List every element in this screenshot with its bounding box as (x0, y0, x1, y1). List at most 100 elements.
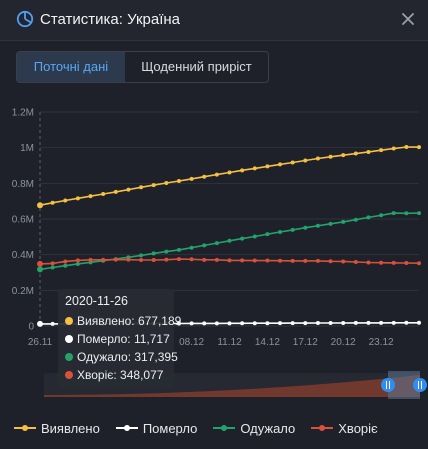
legend-label-active: Хворіє (338, 420, 378, 436)
series-point-0 (303, 158, 308, 163)
y-tick-label: 0.2M (12, 286, 34, 297)
series-point-1 (278, 321, 283, 326)
series-point-2 (303, 225, 308, 230)
legend-item-active[interactable]: Хворіє (311, 418, 378, 438)
legend-item-deaths[interactable]: Померло (115, 418, 197, 438)
series-point-0 (227, 170, 232, 175)
series-point-3 (240, 258, 245, 263)
chart-pie-icon (16, 10, 34, 28)
series-point-3 (404, 261, 409, 266)
series-point-3 (252, 258, 257, 263)
tooltip-dot-detected (65, 317, 73, 325)
zoom-handle-right[interactable] (413, 378, 427, 392)
series-point-0 (328, 154, 333, 159)
series-point-1 (391, 320, 396, 325)
series-point-2 (366, 215, 371, 220)
series-point-2 (63, 263, 68, 268)
series-point-2 (417, 211, 421, 216)
x-tick-label: 14.12 (255, 337, 280, 348)
series-point-0 (214, 172, 219, 177)
series-point-1 (214, 321, 219, 326)
x-tick-label: 23.12 (369, 337, 394, 348)
series-point-0 (315, 156, 320, 161)
tooltip-date: 2020-11-26 (65, 294, 129, 308)
series-point-3 (113, 257, 118, 262)
x-tick-label: 26.11 (28, 337, 53, 348)
series-point-0 (151, 183, 156, 188)
tab-current-data[interactable]: Поточні дані (17, 52, 125, 82)
series-point-1 (227, 321, 232, 326)
legend-item-recovered[interactable]: Одужало (213, 418, 295, 438)
series-point-2 (404, 211, 409, 216)
line-chart[interactable]: 0 0.2M 0.4M 0.6M 0.8M 1M 1.2M 26.11 08.12 11.12 14… (0, 95, 428, 410)
series-point-0 (75, 196, 80, 201)
series-point-3 (176, 257, 181, 262)
series-point-3 (278, 258, 283, 263)
tab-daily-growth[interactable]: Щоденний приріст (141, 59, 252, 74)
series-point-0 (101, 192, 106, 197)
series-point-1 (265, 321, 270, 326)
series-point-1 (189, 321, 194, 326)
legend-label-recovered: Одужало (240, 420, 296, 436)
series-point-3 (126, 257, 131, 262)
series-point-3 (227, 258, 232, 263)
series-point-1 (290, 321, 295, 326)
series-point-3 (341, 259, 346, 264)
x-tick-label: 20.12 (331, 337, 356, 348)
series-point-2 (50, 265, 55, 270)
series-point-3 (328, 259, 333, 264)
series-point-1 (379, 320, 384, 325)
series-point-3 (75, 258, 80, 263)
series-point-0 (252, 166, 257, 171)
tooltip-row-recovered: Одужало: 317,395 (65, 348, 178, 366)
chart-legend: Виявлено Померло Одужало Хворіє (14, 418, 394, 438)
series-point-2 (176, 247, 181, 252)
x-tick-label: 17.12 (293, 337, 318, 348)
series-point-0 (417, 145, 421, 150)
y-tick-label: 0.6M (12, 215, 34, 226)
series-point-3 (50, 261, 55, 266)
series-point-3 (366, 260, 371, 265)
series-point-0 (404, 144, 409, 149)
series-point-1 (240, 321, 245, 326)
series-point-0 (189, 176, 194, 181)
series-point-0 (176, 179, 181, 184)
series-point-0 (353, 151, 358, 156)
series-point-0 (50, 200, 55, 205)
series-point-2 (189, 245, 194, 250)
series-point-3 (315, 258, 320, 263)
series-point-3 (417, 261, 421, 266)
series-point-2 (353, 217, 358, 222)
series-point-1 (176, 321, 181, 326)
series-point-0 (290, 160, 295, 165)
series-point-2 (75, 261, 80, 266)
series-point-3 (63, 259, 68, 264)
legend-item-detected[interactable]: Виявлено (14, 418, 100, 438)
series-point-0 (88, 194, 93, 199)
series-point-2 (214, 241, 219, 246)
series-point-2 (240, 236, 245, 241)
series-point-0 (139, 185, 144, 190)
series-point-0 (341, 153, 346, 158)
legend-label-detected: Виявлено (41, 420, 100, 436)
x-tick-label: 11.12 (217, 337, 242, 348)
series-point-2 (391, 211, 396, 216)
series-point-2 (164, 249, 169, 254)
series-point-2 (202, 243, 207, 248)
series-point-0 (202, 174, 207, 179)
series-point-0 (379, 148, 384, 153)
tooltip-dot-recovered (65, 353, 73, 361)
close-icon[interactable] (398, 9, 418, 29)
legend-marker-icon (14, 425, 36, 431)
series-point-1 (50, 321, 55, 326)
series-point-2 (341, 219, 346, 224)
page-title: Статистика: Україна (40, 11, 181, 28)
tooltip-value-detected: Виявлено: 677,189 (77, 314, 182, 328)
series-line-0 (39, 146, 420, 206)
series-point-0 (265, 164, 270, 169)
series-point-2 (139, 253, 144, 258)
series-point-1 (353, 320, 358, 325)
zoom-handle-left[interactable] (381, 378, 395, 392)
tooltip-row-active: Хворіє: 348,077 (65, 366, 167, 384)
series-point-1 (37, 320, 43, 327)
